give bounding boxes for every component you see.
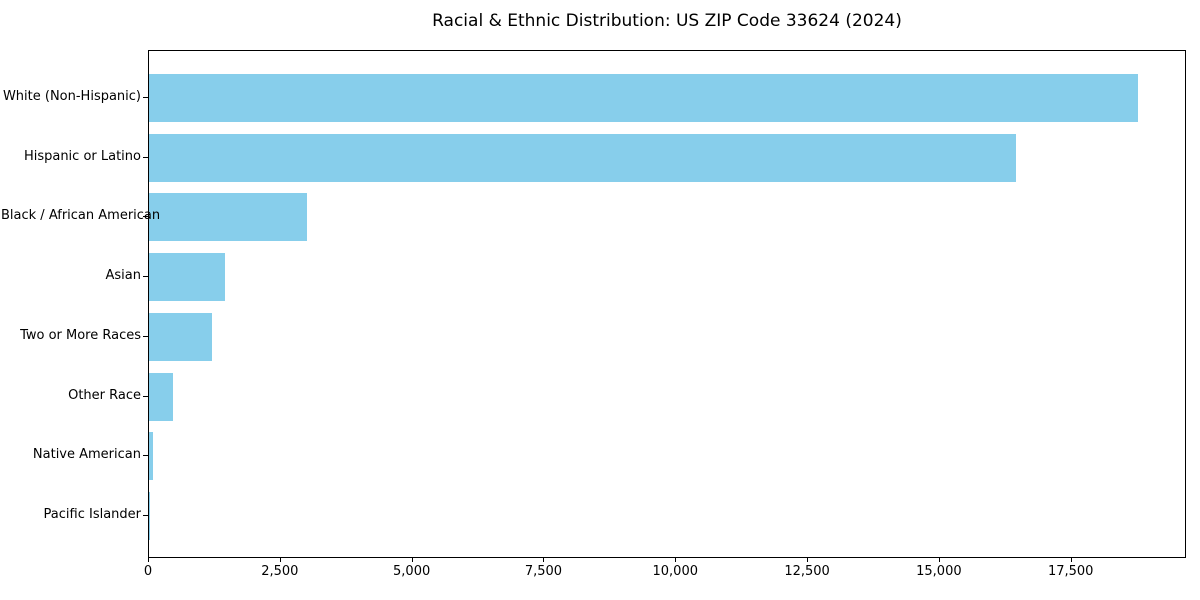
x-tick-mark [807,557,809,562]
x-tick-label-10000: 10,000 [652,564,699,579]
x-tick-mark [675,557,677,562]
y-tick-mark [143,276,148,278]
y-tick-label-black-african-american: Black / African American [1,208,161,224]
y-tick-label-hispanic-or-latino: Hispanic or Latino [23,148,141,164]
x-tick-mark [148,557,149,562]
bar-native-american [149,432,154,481]
y-tick-mark [143,514,148,516]
plot-area [148,50,1186,558]
x-tick-mark [543,557,545,562]
y-tick-mark [143,216,148,218]
bar-black-african-american [149,193,308,242]
x-tick-label-17500: 17,500 [1047,564,1094,579]
x-tick-label-5000: 5,000 [393,564,431,579]
y-tick-label-asian: Asian [105,268,141,284]
y-tick-mark [143,335,148,337]
x-tick-mark [279,557,281,562]
y-tick-mark [143,455,148,457]
y-tick-label-two-or-more-races: Two or More Races [20,327,141,343]
chart-title: Racial & Ethnic Distribution: US ZIP Cod… [432,11,902,31]
x-tick-mark [411,557,413,562]
y-tick-label-other-race: Other Race [68,387,141,403]
bar-asian [149,253,226,302]
x-tick-label-15000: 15,000 [916,564,962,579]
x-tick-label-2500: 2,500 [261,564,299,579]
bar-hispanic-or-latino [149,133,1017,182]
y-tick-mark [143,156,148,158]
bar-two-or-more-races [149,312,213,361]
y-tick-mark [143,395,148,397]
x-tick-mark [938,557,940,562]
bar-pacific-islander [149,491,150,540]
bar-other-race [149,372,173,421]
x-tick-label-0: 0 [143,564,153,579]
x-tick-label-12500: 12,500 [784,564,830,579]
y-tick-label-native-american: Native American [32,447,141,463]
y-tick-label-pacific-islander: Pacific Islander [43,506,141,522]
x-tick-label-7500: 7,500 [524,564,563,579]
bar-white-non-hispanic [149,74,1138,122]
x-tick-mark [1070,557,1072,562]
y-tick-label-white-non-hispanic: White (Non-Hispanic) [2,89,141,104]
y-tick-mark [143,97,148,98]
